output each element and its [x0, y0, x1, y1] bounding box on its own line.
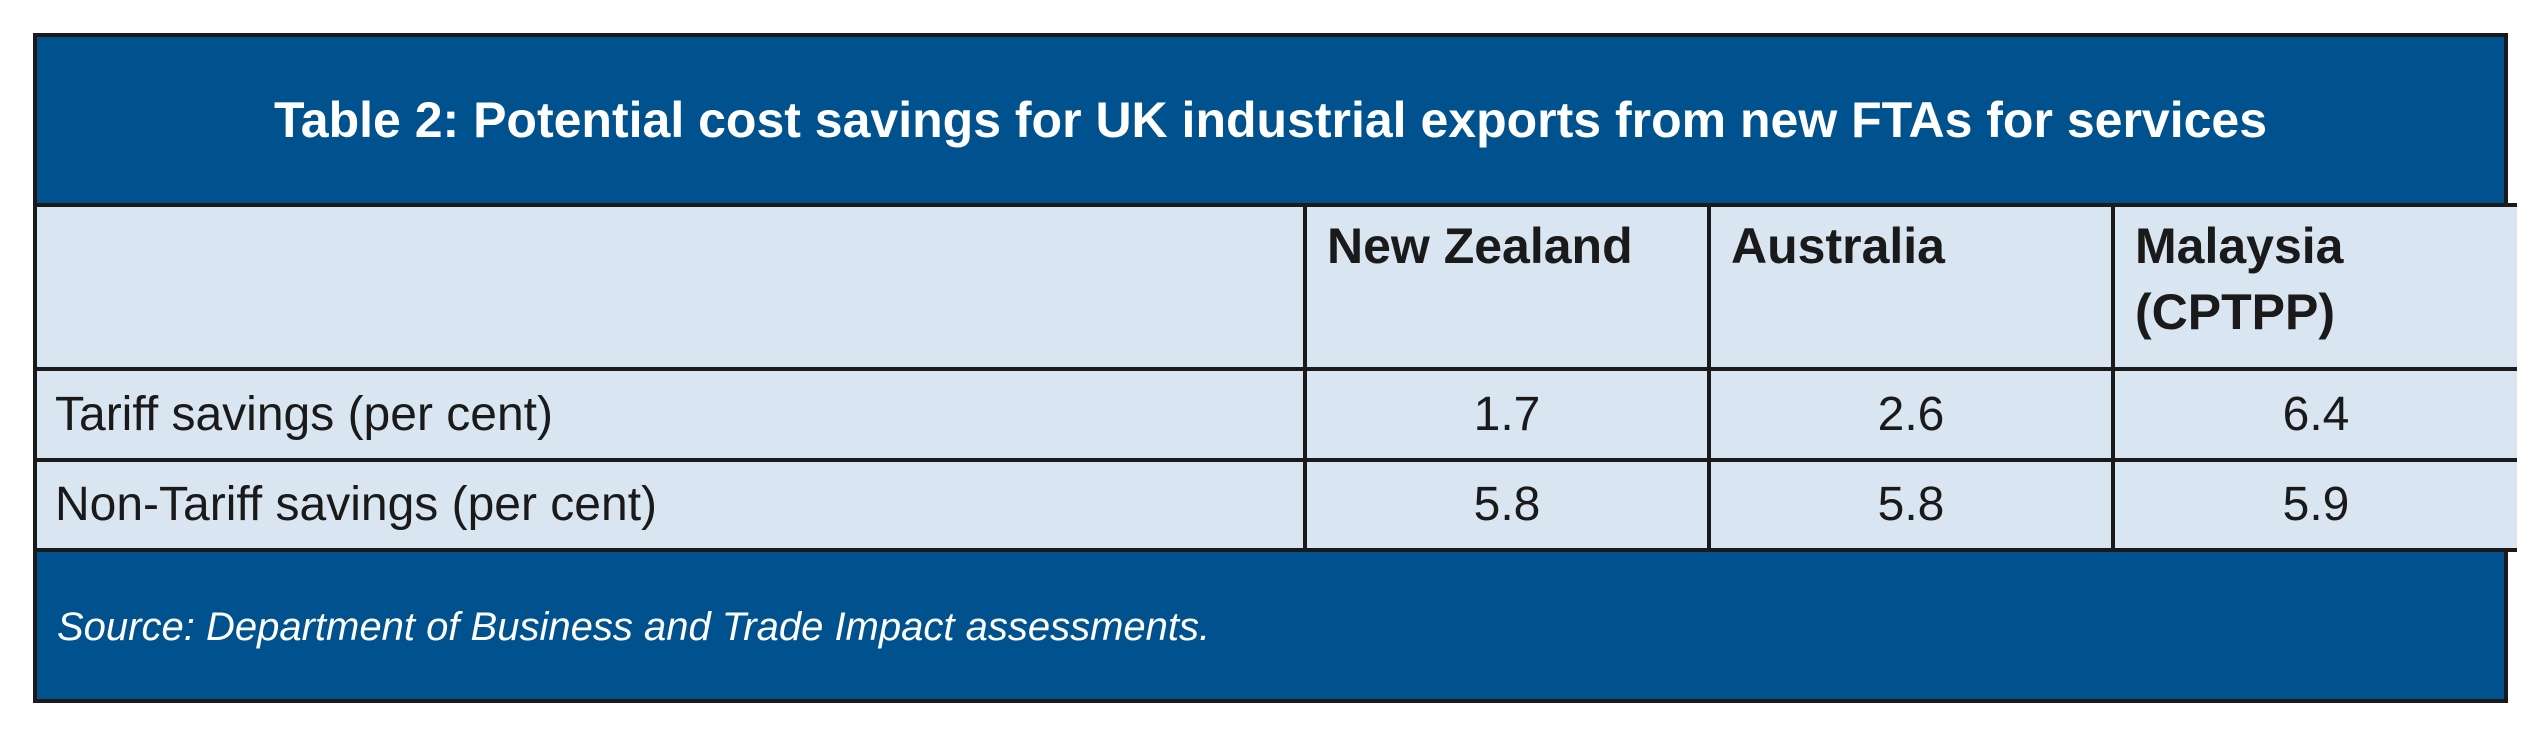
cell-non-tariff-new-zealand: 5.8: [1303, 457, 1711, 553]
cell-tariff-new-zealand: 1.7: [1303, 367, 1711, 462]
header-empty: [37, 202, 1307, 372]
header-malaysia-line2: (CPTPP): [2135, 284, 2335, 340]
table-row: Non-Tariff savings (per cent) 5.8 5.8 5.…: [37, 457, 2517, 553]
data-grid: New Zealand Australia Malaysia (CPTPP) T…: [37, 202, 2517, 553]
cell-non-tariff-malaysia: 5.9: [2111, 457, 2517, 553]
header-australia: Australia: [1707, 202, 2115, 372]
table-title: Table 2: Potential cost savings for UK i…: [273, 92, 2268, 148]
cell-tariff-malaysia: 6.4: [2111, 367, 2517, 462]
header-malaysia-line1: Malaysia: [2135, 218, 2344, 274]
row-label-non-tariff: Non-Tariff savings (per cent): [37, 457, 1307, 553]
row-label-tariff: Tariff savings (per cent): [37, 367, 1307, 462]
header-row: New Zealand Australia Malaysia (CPTPP): [37, 202, 2517, 372]
table-row: Tariff savings (per cent) 1.7 2.6 6.4: [37, 367, 2517, 462]
header-new-zealand: New Zealand: [1303, 202, 1711, 372]
source-note: Source: Department of Business and Trade…: [57, 605, 1211, 649]
header-malaysia: Malaysia (CPTPP): [2111, 202, 2517, 372]
cell-tariff-australia: 2.6: [1707, 367, 2115, 462]
cell-non-tariff-australia: 5.8: [1707, 457, 2115, 553]
savings-table: Table 2: Potential cost savings for UK i…: [33, 33, 2517, 703]
